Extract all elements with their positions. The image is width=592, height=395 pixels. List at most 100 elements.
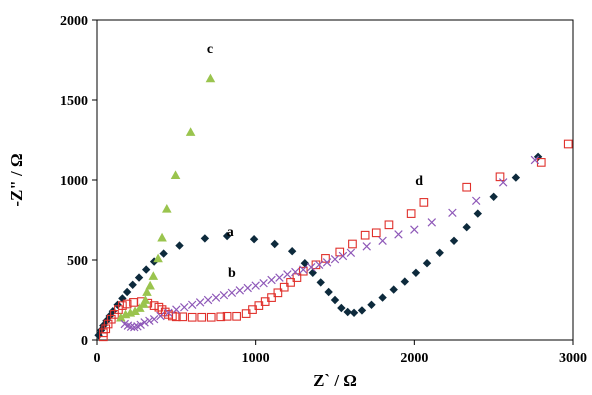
data-point-d bbox=[203, 295, 213, 305]
data-point-c bbox=[116, 312, 126, 322]
data-point-d bbox=[130, 322, 139, 332]
data-point-d bbox=[306, 262, 316, 272]
data-point-b bbox=[171, 312, 181, 322]
y-tick-label: 1500 bbox=[60, 94, 88, 109]
data-point-d bbox=[291, 267, 300, 277]
data-point-d bbox=[471, 196, 481, 206]
data-point-d bbox=[314, 260, 324, 270]
data-point-b bbox=[178, 312, 188, 322]
y-axis-label: -Z" / Ω bbox=[7, 153, 26, 206]
series-label-a: a bbox=[227, 225, 234, 240]
data-point-d bbox=[259, 278, 268, 288]
y-tick-label: 500 bbox=[67, 254, 88, 269]
data-point-d bbox=[126, 322, 136, 331]
data-point-d bbox=[219, 290, 229, 300]
data-point-b bbox=[321, 254, 330, 263]
x-tick-label: 2000 bbox=[400, 351, 428, 366]
data-point-a bbox=[300, 259, 310, 268]
data-point-d bbox=[164, 308, 173, 318]
data-point-d bbox=[530, 155, 540, 165]
data-point-a bbox=[435, 248, 444, 257]
y-tick-label: 1000 bbox=[60, 174, 88, 189]
data-point-c bbox=[148, 271, 159, 280]
data-point-a bbox=[422, 259, 432, 268]
data-point-b bbox=[495, 172, 505, 182]
data-point-b bbox=[122, 299, 132, 309]
data-point-b bbox=[101, 324, 111, 334]
data-point-d bbox=[427, 218, 437, 227]
x-axis-label: Z` / Ω bbox=[313, 371, 357, 390]
data-point-c bbox=[145, 280, 155, 290]
data-point-d bbox=[275, 273, 284, 282]
series-label-d: d bbox=[415, 174, 423, 189]
data-point-b bbox=[279, 282, 289, 292]
data-point-a bbox=[270, 239, 279, 249]
data-point-a bbox=[159, 249, 168, 258]
data-point-d bbox=[251, 281, 260, 290]
data-point-b bbox=[348, 239, 357, 249]
data-point-c bbox=[170, 170, 181, 180]
data-point-c bbox=[162, 204, 172, 213]
data-point-d bbox=[498, 178, 508, 187]
y-tick-label: 2000 bbox=[60, 14, 88, 29]
x-tick-label: 3000 bbox=[559, 351, 587, 366]
data-point-d bbox=[267, 275, 276, 285]
data-point-b bbox=[462, 182, 472, 192]
data-point-a bbox=[134, 273, 144, 282]
data-point-a bbox=[249, 235, 259, 244]
data-point-c bbox=[157, 232, 167, 242]
data-point-b bbox=[216, 312, 226, 322]
data-point-b bbox=[222, 311, 232, 321]
data-point-d bbox=[378, 236, 387, 246]
data-point-a bbox=[330, 295, 340, 305]
series-label-c: c bbox=[207, 42, 213, 57]
data-point-d bbox=[346, 248, 356, 258]
data-point-c bbox=[185, 127, 196, 136]
data-point-b bbox=[187, 312, 197, 322]
x-tick-label: 1000 bbox=[242, 351, 270, 366]
data-point-a bbox=[118, 294, 127, 303]
data-point-a bbox=[200, 234, 210, 243]
data-point-a bbox=[389, 285, 398, 294]
data-point-c bbox=[205, 73, 216, 83]
data-point-c bbox=[142, 287, 152, 296]
data-point-b bbox=[406, 209, 416, 218]
data-point-a bbox=[489, 192, 498, 201]
data-point-b bbox=[286, 278, 295, 287]
data-point-b bbox=[384, 220, 394, 230]
data-point-d bbox=[187, 300, 197, 310]
data-point-b bbox=[232, 311, 241, 321]
data-point-a bbox=[113, 300, 122, 309]
y-tick-label: 0 bbox=[81, 334, 88, 349]
data-point-d bbox=[330, 254, 340, 264]
data-point-a bbox=[357, 306, 367, 315]
data-point-d bbox=[299, 265, 308, 274]
series-labels: a b c d bbox=[207, 42, 423, 281]
data-point-b bbox=[106, 314, 116, 324]
data-point-b bbox=[206, 312, 216, 322]
data-point-a bbox=[222, 231, 232, 241]
data-point-d bbox=[195, 298, 205, 307]
data-point-d bbox=[211, 293, 221, 302]
data-point-b bbox=[360, 230, 370, 240]
data-point-d bbox=[283, 270, 292, 279]
x-tick-label: 0 bbox=[94, 351, 101, 366]
data-point-b bbox=[298, 266, 308, 276]
data-point-c bbox=[130, 306, 140, 316]
data-point-a bbox=[349, 308, 359, 317]
data-point-d bbox=[156, 311, 165, 321]
data-point-b bbox=[118, 301, 127, 310]
data-point-a bbox=[411, 268, 421, 277]
data-point-b bbox=[335, 247, 345, 257]
data-point-b bbox=[103, 319, 113, 329]
data-point-d bbox=[140, 318, 149, 327]
data-point-d bbox=[136, 320, 145, 330]
data-point-a bbox=[378, 293, 387, 302]
data-point-d bbox=[448, 208, 457, 218]
data-point-a bbox=[337, 303, 346, 313]
data-point-b bbox=[563, 139, 573, 149]
data-point-d bbox=[322, 258, 332, 267]
data-point-a bbox=[175, 241, 184, 250]
plot-marks bbox=[94, 73, 573, 342]
data-point-a bbox=[324, 287, 333, 297]
